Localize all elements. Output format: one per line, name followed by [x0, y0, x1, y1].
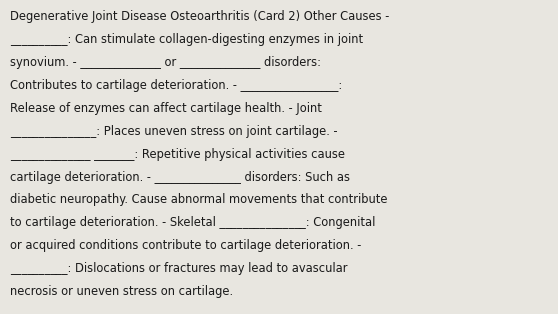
Text: cartilage deterioration. - _______________ disorders: Such as: cartilage deterioration. - _____________…	[10, 171, 350, 183]
Text: diabetic neuropathy. Cause abnormal movements that contribute: diabetic neuropathy. Cause abnormal move…	[10, 193, 388, 206]
Text: ______________ _______: Repetitive physical activities cause: ______________ _______: Repetitive physi…	[10, 148, 345, 160]
Text: to cartilage deterioration. - Skeletal _______________: Congenital: to cartilage deterioration. - Skeletal _…	[10, 216, 376, 229]
Text: or acquired conditions contribute to cartilage deterioration. -: or acquired conditions contribute to car…	[10, 239, 362, 252]
Text: Degenerative Joint Disease Osteoarthritis (Card 2) Other Causes -: Degenerative Joint Disease Osteoarthriti…	[10, 10, 389, 23]
Text: synovium. - ______________ or ______________ disorders:: synovium. - ______________ or __________…	[10, 56, 321, 69]
Text: Release of enzymes can affect cartilage health. - Joint: Release of enzymes can affect cartilage …	[10, 102, 322, 115]
Text: Contributes to cartilage deterioration. - _________________:: Contributes to cartilage deterioration. …	[10, 79, 342, 92]
Text: __________: Dislocations or fractures may lead to avascular: __________: Dislocations or fractures ma…	[10, 262, 348, 275]
Text: necrosis or uneven stress on cartilage.: necrosis or uneven stress on cartilage.	[10, 285, 233, 298]
Text: __________: Can stimulate collagen-digesting enzymes in joint: __________: Can stimulate collagen-diges…	[10, 33, 363, 46]
Text: _______________: Places uneven stress on joint cartilage. -: _______________: Places uneven stress on…	[10, 125, 338, 138]
